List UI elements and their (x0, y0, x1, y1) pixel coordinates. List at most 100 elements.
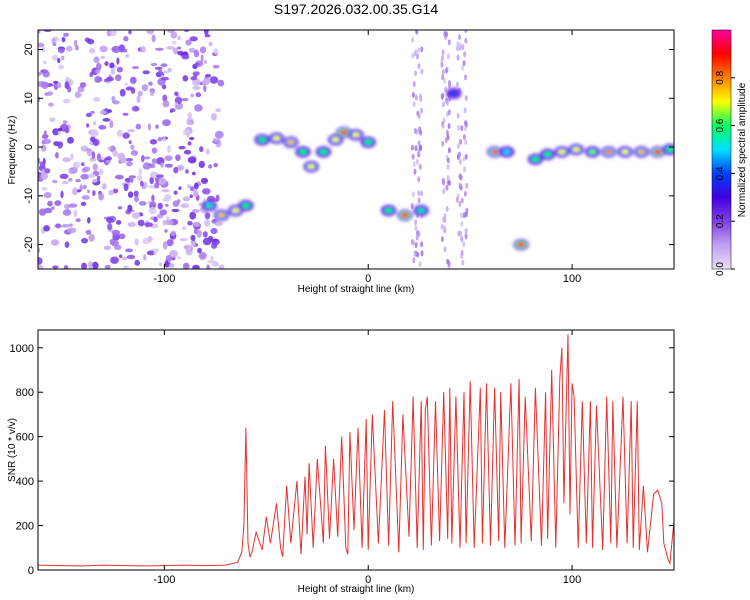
noise-cell (58, 64, 64, 70)
noise-cell (107, 146, 111, 150)
noise-cell (79, 184, 83, 192)
colorbar-ticks: 0.0 0.2 0.4 0.6 0.8 (715, 70, 735, 276)
noise-cell (63, 32, 69, 37)
noise-cell (90, 129, 99, 138)
noise-cell (460, 125, 464, 132)
noise-cell (156, 174, 164, 178)
noise-cell (132, 66, 139, 70)
snr-y-tick-label: 400 (16, 476, 34, 488)
noise-cell (125, 54, 130, 58)
noise-cell (41, 134, 49, 139)
noise-cell (208, 164, 213, 169)
noise-cell (83, 166, 91, 172)
noise-cell (93, 121, 97, 126)
noise-cell (42, 138, 52, 144)
noise-cell (85, 229, 92, 235)
snr-x-label: Height of straight line (km) (298, 584, 415, 595)
noise-cell (114, 174, 124, 180)
noise-cell (87, 217, 91, 224)
noise-cell (180, 203, 190, 209)
noise-cell (174, 96, 183, 105)
noise-cell (109, 120, 114, 128)
noise-cell (149, 176, 154, 185)
noise-cell (462, 241, 466, 248)
noise-cell (51, 54, 59, 61)
noise-cell (458, 201, 462, 207)
noise-cell (446, 175, 450, 182)
noise-cell (100, 55, 106, 59)
noise-cell (442, 224, 446, 231)
noise-cell (167, 67, 172, 72)
noise-cell (189, 211, 197, 220)
noise-cell (195, 92, 202, 98)
noise-cell (125, 87, 131, 91)
noise-cell (157, 176, 167, 185)
figure-title: S197.2026.032.00.35.G14 (274, 1, 438, 17)
noise-cell (147, 123, 151, 131)
noise-cell (43, 192, 52, 199)
noise-cell (441, 54, 445, 61)
noise-cell (57, 57, 61, 64)
noise-cell (208, 41, 213, 47)
noise-cell (149, 201, 157, 207)
noise-cell (167, 145, 171, 153)
noise-cell (418, 93, 422, 100)
noise-cell (128, 140, 132, 145)
noise-cell (414, 242, 418, 248)
noise-cell (202, 237, 212, 246)
noise-cell (194, 62, 200, 66)
noise-cell (75, 218, 81, 223)
noise-cell (208, 235, 213, 240)
noise-cell (416, 230, 419, 237)
noise-cell (79, 82, 87, 88)
noise-cell (146, 250, 155, 256)
noise-cell (204, 212, 211, 220)
noise-cell (107, 222, 113, 231)
ridge-core (339, 130, 348, 135)
ridge-core (400, 212, 409, 218)
noise-cell (131, 105, 140, 112)
noise-cell (150, 62, 158, 67)
ridge-core (258, 137, 267, 143)
noise-cell (68, 177, 73, 182)
noise-cell (138, 168, 143, 176)
noise-cell (82, 184, 87, 190)
noise-cell (445, 184, 449, 191)
noise-cell (458, 42, 462, 49)
noise-cell (210, 238, 219, 243)
ridge-core (299, 149, 307, 155)
snr-y-tick-label: 200 (16, 521, 34, 533)
noise-cell (62, 209, 72, 216)
noise-cell (463, 190, 467, 197)
noise-cell (38, 42, 45, 48)
noise-cell (159, 209, 168, 216)
spectrogram-x-tick-label: 100 (563, 273, 581, 285)
noise-cell (64, 241, 70, 248)
noise-cell (447, 180, 451, 186)
noise-cell (414, 70, 418, 77)
noise-cell (87, 189, 90, 194)
noise-cell (44, 168, 51, 174)
ridge-core (572, 147, 581, 152)
noise-cell (446, 99, 449, 106)
noise-cell (445, 67, 448, 74)
noise-cell (193, 189, 199, 198)
colorbar-label: Normalized spectral amplitude (737, 82, 748, 217)
noise-cell (178, 145, 186, 150)
noise-cell (86, 148, 93, 157)
noise-cell (98, 192, 104, 201)
noise-cell (60, 190, 64, 199)
noise-cell (118, 254, 123, 259)
noise-cell (116, 66, 123, 73)
noise-cell (206, 264, 210, 269)
colorbar-tick-label: 0.2 (715, 214, 726, 228)
noise-cell (178, 186, 182, 190)
noise-cell (456, 54, 460, 61)
noise-cell (202, 231, 208, 238)
noise-cell (204, 30, 209, 36)
noise-cell (458, 34, 462, 41)
noise-cell (462, 60, 466, 67)
noise-cell (464, 95, 468, 102)
noise-cell (410, 203, 414, 210)
noise-cell (187, 112, 192, 119)
